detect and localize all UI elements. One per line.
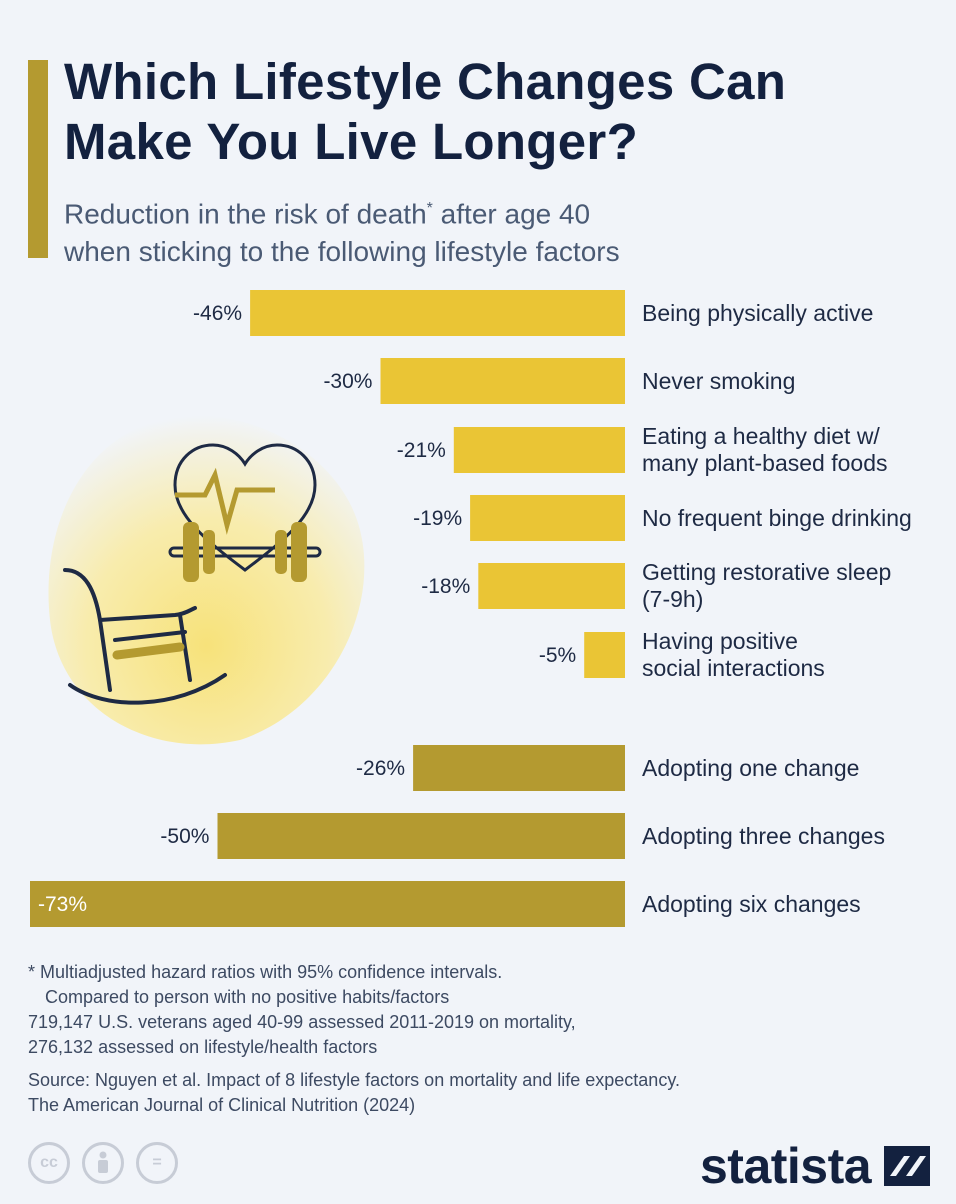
bar-0-1 xyxy=(380,358,625,404)
value-label-0-3: -19% xyxy=(413,507,462,530)
category-label-line: Having positive xyxy=(642,628,798,654)
value-label-0-2: -21% xyxy=(397,439,446,462)
bar-1-2 xyxy=(30,881,625,927)
attribution-icon[interactable] xyxy=(82,1142,124,1184)
category-label-0-5: Having positive social interactions xyxy=(642,628,947,682)
category-label-1-1: Adopting three changes xyxy=(642,823,947,850)
rocking-chair-icon xyxy=(63,568,227,705)
heart-dumbbell-icon xyxy=(168,443,322,582)
category-label-line: many plant-based foods xyxy=(642,450,888,476)
category-label-0-4: Getting restorative sleep (7-9h) xyxy=(642,559,947,613)
value-label-0-1: -30% xyxy=(323,370,372,393)
bar-0-4 xyxy=(478,563,625,609)
source-line-2: The American Journal of Clinical Nutriti… xyxy=(28,1095,416,1115)
no-derivatives-icon[interactable]: = xyxy=(136,1142,178,1184)
statista-logo-icon xyxy=(884,1146,930,1186)
category-label-line: Never smoking xyxy=(642,367,796,394)
bar-0-3 xyxy=(470,495,625,541)
category-label-line: Eating a healthy diet w/ xyxy=(642,423,880,449)
category-label-1-0: Adopting one change xyxy=(642,755,947,782)
value-label-0-4: -18% xyxy=(421,575,470,598)
category-label-line: Being physically active xyxy=(642,299,874,326)
chart-subtitle: Reduction in the risk of death* after ag… xyxy=(64,190,924,271)
value-label-1-0: -26% xyxy=(356,757,405,780)
source-line-1: Source: Nguyen et al. Impact of 8 lifest… xyxy=(28,1070,680,1090)
person-icon xyxy=(98,1151,108,1173)
footnote-line-1: * Multiadjusted hazard ratios with 95% c… xyxy=(28,962,503,982)
footnote-line-4: 276,132 assessed on lifestyle/health fac… xyxy=(28,1037,378,1057)
subtitle-asterisk: * xyxy=(426,200,433,217)
value-label-0-0: -46% xyxy=(193,302,242,325)
value-label-1-2: -73% xyxy=(38,893,87,916)
category-label-line: Adopting one change xyxy=(642,754,860,781)
value-label-0-5: -5% xyxy=(539,644,576,667)
footnote-line-3: 719,147 U.S. veterans aged 40-99 assesse… xyxy=(28,1012,576,1032)
category-label-1-2: Adopting six changes xyxy=(642,891,947,918)
subtitle-line-1: Reduction in the risk of death* after ag… xyxy=(64,190,924,233)
title-line-2: Make You Live Longer? xyxy=(64,113,639,170)
subtitle-text-a: Reduction in the risk of death xyxy=(64,198,427,230)
category-label-0-0: Being physically active xyxy=(642,300,947,327)
category-label-line: Adopting three changes xyxy=(642,822,885,849)
title-line-1: Which Lifestyle Changes Can xyxy=(64,53,787,110)
category-label-line: Adopting six changes xyxy=(642,890,861,917)
category-label-0-3: No frequent binge drinking xyxy=(642,505,947,532)
bar-1-1 xyxy=(217,813,625,859)
chart-title: Which Lifestyle Changes Can Make You Liv… xyxy=(64,52,934,172)
statista-logo-text[interactable]: statista xyxy=(700,1138,872,1194)
glow-blob-shape xyxy=(48,415,365,745)
category-label-line: No frequent binge drinking xyxy=(642,504,912,531)
footnote: * Multiadjusted hazard ratios with 95% c… xyxy=(28,960,928,1060)
category-label-line: social interactions xyxy=(642,655,825,681)
category-label-0-1: Never smoking xyxy=(642,368,947,395)
subtitle-line-2: when sticking to the following lifestyle… xyxy=(64,236,620,268)
category-label-line: Getting restorative sleep xyxy=(642,559,892,585)
value-label-1-1: -50% xyxy=(160,825,209,848)
subtitle-text-b: after age 40 xyxy=(432,198,591,230)
bar-0-0 xyxy=(250,290,625,336)
bar-0-2 xyxy=(453,427,625,473)
title-accent-bar xyxy=(28,60,48,258)
cc-icon[interactable]: cc xyxy=(28,1142,70,1184)
category-label-line: (7-9h) xyxy=(642,586,704,612)
category-label-0-2: Eating a healthy diet w/many plant-based… xyxy=(642,423,947,477)
footnote-line-2: Compared to person with no positive habi… xyxy=(45,987,450,1007)
bar-1-0 xyxy=(413,745,625,791)
bar-0-5 xyxy=(584,632,625,678)
longevity-illustration xyxy=(48,415,365,745)
license-icons: cc = xyxy=(28,1142,178,1184)
source-note: Source: Nguyen et al. Impact of 8 lifest… xyxy=(28,1068,928,1118)
